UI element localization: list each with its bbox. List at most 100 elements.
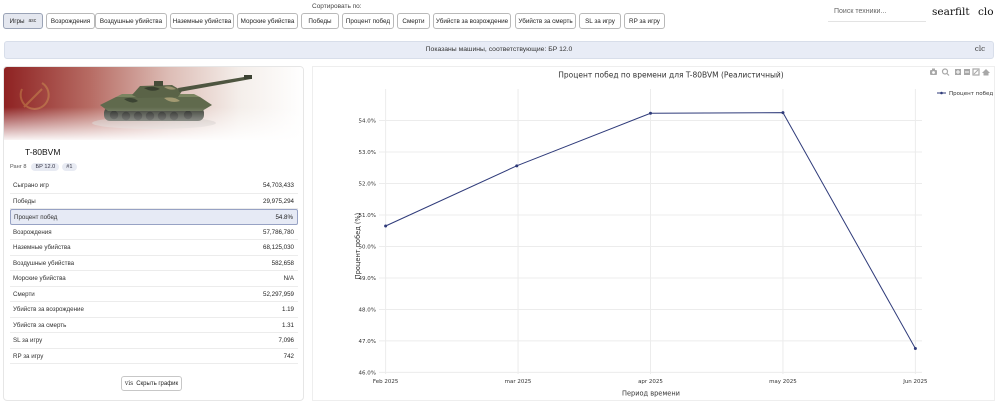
- stat-value: 1.19: [281, 306, 294, 313]
- stat-label: Убийств за смерть: [13, 321, 67, 329]
- x-axis-ticks: Feb 2025 mar 2025 apr 2025 may 2025 Jun 2025: [373, 379, 928, 385]
- chart-title: Процент побед по времени для T-80BVM (Ре…: [558, 71, 784, 80]
- y-tick-label: 49.0%: [359, 276, 376, 282]
- autoscale-icon[interactable]: [972, 68, 980, 76]
- data-point: [649, 111, 652, 115]
- sort-button-label: SL за игру: [585, 17, 615, 25]
- sort-button-label: RP за игру: [629, 17, 660, 25]
- stat-value: 68,125,030: [263, 244, 294, 251]
- filter-icon[interactable]: filt: [955, 6, 970, 18]
- series-layer: [384, 111, 917, 350]
- sort-button[interactable]: Игры asc: [3, 13, 43, 29]
- sort-button[interactable]: Морские убийства: [237, 13, 298, 29]
- banner-close-icon[interactable]: clc: [974, 45, 985, 53]
- data-point: [913, 346, 917, 350]
- zoom-in-icon[interactable]: [955, 69, 961, 75]
- y-tick-label: 51.0%: [359, 213, 376, 219]
- winrate-chart: Процент побед по времени для T-80BVM (Ре…: [354, 68, 993, 398]
- sort-button[interactable]: Процент побед: [342, 13, 394, 29]
- stat-label: RP за игру: [13, 352, 44, 360]
- search-input[interactable]: Поиск техники...: [828, 1, 926, 22]
- sort-button[interactable]: Победы: [301, 13, 339, 29]
- y-tick-label: 50.0%: [359, 244, 376, 250]
- stat-row: Убийств за возрождение 1.19: [10, 302, 298, 318]
- stat-value: 57,786,780: [263, 228, 294, 236]
- stat-value: 54.8%: [275, 214, 293, 221]
- legend-label: Процент побед: [949, 91, 993, 97]
- y-tick-label: 47.0%: [359, 339, 376, 345]
- banner-text: Показаны машины, соответствующие: БР 12.…: [425, 46, 573, 53]
- visibility-icon: vis: [124, 380, 134, 387]
- stat-value: 7,096: [278, 337, 294, 344]
- zoom-icon[interactable]: [941, 68, 950, 76]
- stat-label: SL за игру: [13, 337, 43, 344]
- stat-value: 29,975,294: [263, 197, 294, 205]
- zoom-out-icon[interactable]: [964, 69, 970, 75]
- stat-value: 742: [283, 352, 294, 360]
- sort-button[interactable]: Наземные убийства: [170, 13, 234, 29]
- data-point: [515, 164, 519, 168]
- stat-row: Наземные убийства 68,125,030: [10, 240, 298, 256]
- sort-button[interactable]: SL за игру: [579, 13, 621, 29]
- stat-row: Убийств за смерть 1.31: [10, 318, 298, 333]
- data-point: [781, 111, 785, 115]
- sort-button-label: Победы: [308, 17, 332, 25]
- stat-label: Морские убийства: [13, 275, 66, 282]
- stat-value: 52,297,959: [263, 290, 294, 298]
- search-icon[interactable]: sear: [932, 6, 955, 18]
- vehicle-name: T-80BVM: [25, 147, 61, 157]
- sort-button[interactable]: Воздушные убийства: [95, 13, 167, 29]
- x-axis-title: Период времени: [622, 390, 680, 398]
- legend-marker: [940, 91, 943, 95]
- chart-grid: [379, 89, 922, 374]
- stat-label: Победы: [13, 197, 36, 205]
- chart-modebar: [930, 68, 990, 76]
- stat-value: 582,658: [271, 259, 294, 267]
- stat-label: Процент побед: [14, 214, 58, 221]
- chart-legend[interactable]: Процент побед: [937, 91, 993, 97]
- stat-value: N/A: [283, 275, 294, 282]
- hide-chart-label: Скрыть график: [136, 380, 179, 387]
- y-tick-label: 54.0%: [359, 118, 376, 124]
- stat-label: Наземные убийства: [13, 244, 71, 251]
- rank-tag: Ранг 8: [10, 164, 27, 170]
- sort-button[interactable]: RP за игру: [624, 13, 665, 29]
- sort-button-label: Убийств за смерть: [518, 17, 573, 25]
- stat-label: Убийств за возрождение: [13, 306, 84, 313]
- stat-label: Возрождения: [13, 228, 52, 236]
- y-tick-label: 48.0%: [359, 307, 376, 313]
- sort-direction-icon: asc: [28, 18, 37, 24]
- camera-icon[interactable]: [930, 68, 937, 76]
- sort-button[interactable]: Смерти: [397, 13, 430, 29]
- stat-row: Сыграно игр 54,703,433: [10, 178, 298, 194]
- y-axis-title: Процент побед (%): [354, 213, 362, 280]
- sort-button[interactable]: Убийств за возрождение: [433, 13, 511, 29]
- search-placeholder: Поиск техники...: [834, 7, 887, 15]
- reset-axes-icon[interactable]: [982, 69, 990, 76]
- sort-button-label: Морские убийства: [240, 17, 295, 25]
- chart-panel: Процент побед по времени для T-80BVM (Ре…: [312, 66, 995, 401]
- stat-row: Морские убийства N/A: [10, 271, 298, 287]
- filter-banner: Показаны машины, соответствующие: БР 12.…: [4, 41, 994, 59]
- stat-row: Возрождения 57,786,780: [10, 225, 298, 240]
- stat-value: 1.31: [281, 321, 294, 329]
- sort-button[interactable]: Возрождения: [46, 13, 95, 29]
- close-icon[interactable]: clo: [978, 6, 994, 18]
- stat-row: Победы 29,975,294: [10, 194, 298, 209]
- position-tag: #1: [62, 163, 77, 171]
- vehicle-banner-fade: [4, 67, 303, 140]
- data-point: [384, 224, 388, 228]
- sort-button-label: Воздушные убийства: [99, 17, 163, 25]
- stat-label: Воздушные убийства: [13, 259, 75, 267]
- y-axis-ticks: 46.0% 47.0% 48.0% 49.0% 50.0% 51.0% 52.0% 53.0%…: [359, 118, 376, 376]
- stats-table: Сыграно игр 54,703,433 Победы 29,975,294 Про…: [10, 178, 298, 364]
- sort-button[interactable]: Убийств за смерть: [515, 13, 576, 29]
- stat-label: Сыграно игр: [13, 182, 49, 189]
- x-tick-label: mar 2025: [505, 379, 532, 385]
- sort-button-label: Процент побед: [345, 17, 391, 25]
- hide-chart-button[interactable]: vis Скрыть график: [121, 376, 182, 391]
- sort-button-label: Возрождения: [50, 17, 91, 25]
- sort-button-label: Игры: [9, 17, 25, 25]
- vehicle-card: T-80BVM Ранг 8 БР 12.0 #1 Сыграно игр 54,…: [3, 66, 304, 401]
- stat-row: Воздушные убийства 582,658: [10, 256, 298, 271]
